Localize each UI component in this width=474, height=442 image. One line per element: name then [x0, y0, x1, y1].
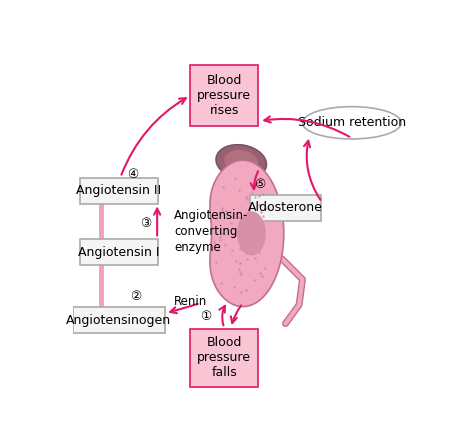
Text: Aldosterone: Aldosterone	[248, 202, 323, 214]
Text: ②: ②	[130, 290, 141, 303]
Text: ③: ③	[140, 217, 152, 230]
FancyBboxPatch shape	[190, 329, 258, 387]
Ellipse shape	[216, 145, 266, 179]
FancyBboxPatch shape	[190, 65, 258, 126]
FancyBboxPatch shape	[80, 178, 158, 204]
Text: ④: ④	[127, 168, 138, 181]
Text: Angiotensin II: Angiotensin II	[76, 184, 161, 198]
Ellipse shape	[302, 107, 401, 139]
PathPatch shape	[210, 160, 284, 307]
Text: Renin: Renin	[174, 295, 208, 308]
Text: Angiotensinogen: Angiotensinogen	[66, 314, 171, 327]
Ellipse shape	[224, 150, 258, 174]
Text: Angiotensin-
converting
enzyme: Angiotensin- converting enzyme	[174, 209, 248, 254]
Ellipse shape	[237, 211, 266, 255]
FancyBboxPatch shape	[80, 240, 158, 265]
FancyBboxPatch shape	[250, 195, 321, 221]
Text: Blood
pressure
falls: Blood pressure falls	[197, 336, 251, 379]
Text: Angiotensin I: Angiotensin I	[78, 246, 159, 259]
Text: Blood
pressure
rises: Blood pressure rises	[197, 74, 251, 117]
Text: ⑤: ⑤	[254, 178, 265, 191]
FancyBboxPatch shape	[73, 308, 164, 333]
Text: Sodium retention: Sodium retention	[298, 116, 406, 130]
Text: ①: ①	[200, 310, 211, 323]
